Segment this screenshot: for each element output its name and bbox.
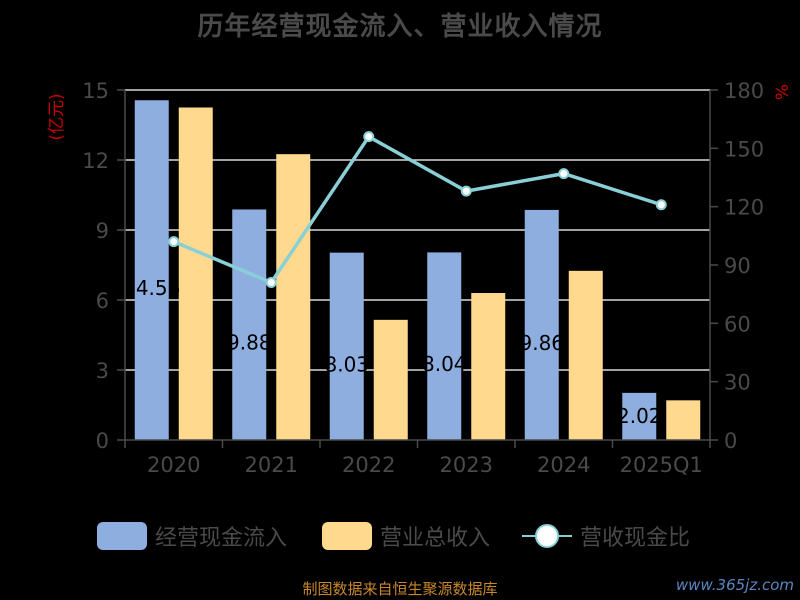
legend-item-revenue[interactable]: 营业总收入 <box>322 516 490 556</box>
data-label-cash-inflow: 14.56 <box>123 276 180 300</box>
point-ratio <box>168 236 180 248</box>
point-ratio <box>460 185 472 197</box>
y-left-tick-label: 6 <box>96 289 109 313</box>
cash-inflow-swatch-icon <box>97 522 147 550</box>
x-tick-label: 2021 <box>245 453 298 477</box>
legend-label-ratio: 营收现金比 <box>580 526 691 551</box>
data-label-cash-inflow: 8.04 <box>422 352 467 376</box>
y-right-axis-label: % <box>773 84 793 100</box>
bar-cash-inflow <box>232 209 267 440</box>
y-right-tick-label: 30 <box>724 371 751 395</box>
y-left-tick-label: 15 <box>82 79 109 103</box>
data-label-cash-inflow: 8.03 <box>324 352 369 376</box>
bar-cash-inflow <box>524 209 559 440</box>
source-note: 制图数据来自恒生聚源数据库 <box>302 580 498 598</box>
y-left-tick-label: 3 <box>96 359 109 383</box>
y-right-tick-label: 60 <box>724 312 751 336</box>
revenue-swatch-icon <box>322 522 372 550</box>
y-left-tick-label: 12 <box>82 149 109 173</box>
bar-cash-inflow <box>329 252 364 440</box>
point-ratio <box>363 131 375 143</box>
y-right-tick-label: 180 <box>724 79 764 103</box>
chart-legend: 经营现金流入 营业总收入 营收现金比 <box>0 516 800 556</box>
bar-revenue <box>568 270 603 440</box>
data-label-cash-inflow: 2.02 <box>617 404 662 428</box>
y-right-tick-label: 0 <box>724 429 737 453</box>
bar-cash-inflow <box>134 100 169 441</box>
bar-revenue <box>276 154 311 440</box>
x-tick-label: 2024 <box>537 453 590 477</box>
bar-revenue <box>471 293 506 440</box>
bar-revenue <box>666 400 701 440</box>
bar-revenue <box>373 319 408 440</box>
bar-cash-inflow <box>622 392 657 440</box>
y-right-tick-label: 90 <box>724 254 751 278</box>
y-right-tick-label: 120 <box>724 196 764 220</box>
y-left-tick-label: 9 <box>96 219 109 243</box>
watermark: www.365jz.com <box>675 576 794 594</box>
point-ratio <box>655 199 667 211</box>
point-ratio <box>558 168 570 180</box>
x-tick-label: 2023 <box>440 453 493 477</box>
x-tick-label: 2025Q1 <box>620 453 703 477</box>
bar-cash-inflow <box>427 252 462 440</box>
y-right-tick-label: 150 <box>724 137 764 161</box>
legend-label-cash-inflow: 经营现金流入 <box>155 526 288 551</box>
x-tick-label: 2020 <box>147 453 200 477</box>
line-ratio <box>173 134 662 285</box>
y-left-axis-label: (亿元) <box>47 93 67 140</box>
line-marker-icon <box>522 522 572 550</box>
bar-revenue <box>178 107 213 440</box>
y-left-tick-label: 0 <box>96 429 109 453</box>
legend-label-revenue: 营业总收入 <box>380 526 491 551</box>
point-ratio <box>265 277 277 288</box>
data-label-cash-inflow: 9.88 <box>227 331 272 355</box>
legend-item-ratio[interactable]: 营收现金比 <box>522 516 690 556</box>
chart-title: 历年经营现金流入、营业收入情况 <box>197 12 603 42</box>
legend-item-cash-inflow[interactable]: 经营现金流入 <box>97 516 287 556</box>
x-tick-label: 2022 <box>342 453 395 477</box>
data-label-cash-inflow: 9.86 <box>519 331 564 355</box>
